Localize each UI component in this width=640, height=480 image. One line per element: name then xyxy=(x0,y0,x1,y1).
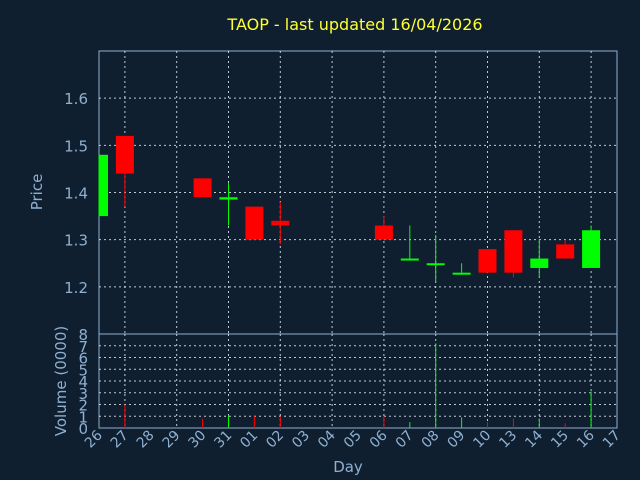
x-tick-label: 01 xyxy=(237,428,261,452)
candle-body xyxy=(556,244,575,259)
candle-body xyxy=(115,135,134,174)
volume-tick-label: 7 xyxy=(78,338,88,356)
candle-body xyxy=(504,230,523,273)
x-tick-label: 08 xyxy=(419,428,443,452)
x-tick-label: 03 xyxy=(289,428,313,452)
x-axis-label: Day xyxy=(333,458,363,476)
x-tick-label: 13 xyxy=(496,428,520,452)
price-axis-label: Price xyxy=(28,174,46,211)
candles xyxy=(98,135,601,283)
volume-tick-label: 6 xyxy=(78,350,88,368)
x-tick-label: 14 xyxy=(522,427,546,451)
volume-tick-label: 1 xyxy=(78,408,88,426)
volume-tick-label: 8 xyxy=(78,326,88,344)
price-tick-label: 1.5 xyxy=(64,137,88,155)
x-tick-label: 31 xyxy=(211,428,235,452)
volume-bars xyxy=(98,343,592,428)
candle-body xyxy=(400,258,419,261)
candle-body xyxy=(374,225,393,240)
x-tick-label: 15 xyxy=(548,428,572,452)
x-tick-label: 16 xyxy=(574,427,598,451)
x-tick-label: 10 xyxy=(470,428,494,452)
volume-tick-label: 4 xyxy=(78,373,88,391)
chart-title: TAOP - last updated 16/04/2026 xyxy=(226,15,482,34)
x-tick-label: 29 xyxy=(160,428,184,452)
volume-tick-label: 0 xyxy=(78,420,88,438)
volume-tick-label: 2 xyxy=(78,397,88,415)
x-tick-label: 30 xyxy=(186,428,210,452)
x-tick-label: 17 xyxy=(600,428,624,452)
x-tick-label: 06 xyxy=(367,427,391,451)
price-tick-label: 1.3 xyxy=(64,232,88,250)
candle-body xyxy=(245,206,264,240)
x-tick-label: 02 xyxy=(263,428,287,452)
volume-tick-label: 5 xyxy=(78,361,88,379)
volume-axis-label: Volume (0000) xyxy=(52,326,70,436)
price-tick-label: 1.6 xyxy=(64,90,88,108)
candle-body xyxy=(99,154,108,217)
candle-body xyxy=(582,230,601,268)
x-tick-label: 07 xyxy=(393,428,417,452)
candle-body xyxy=(271,220,290,226)
price-tick-label: 1.2 xyxy=(64,279,88,297)
candle-body xyxy=(426,263,445,266)
price-tick-label: 1.4 xyxy=(64,185,88,203)
volume-tick-label: 3 xyxy=(78,385,88,403)
x-tick-label: 05 xyxy=(341,428,365,452)
candle-body xyxy=(530,258,549,268)
grid-lines xyxy=(99,51,617,428)
candle-body xyxy=(219,197,238,200)
candle-body xyxy=(193,178,212,198)
candle-body xyxy=(478,249,497,273)
x-tick-label: 28 xyxy=(134,428,158,452)
x-tick-label: 09 xyxy=(445,428,469,452)
candle-body xyxy=(452,272,471,275)
x-tick-label: 04 xyxy=(315,427,339,451)
x-tick-label: 27 xyxy=(108,428,132,452)
